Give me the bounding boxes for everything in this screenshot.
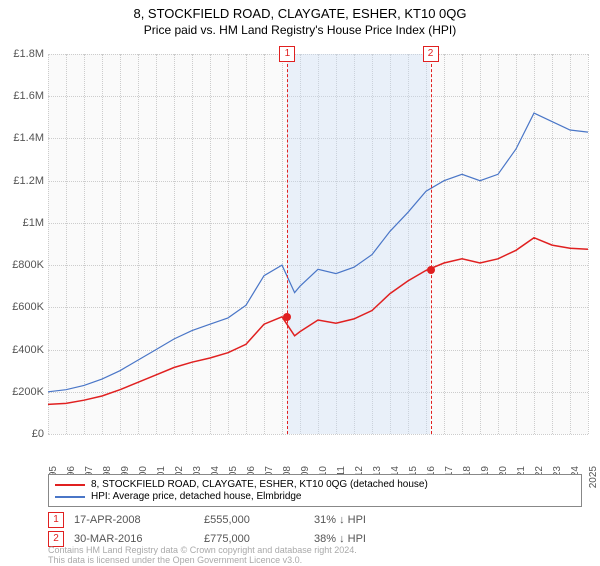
- y-axis-labels: £0£200K£400K£600K£800K£1M£1.2M£1.4M£1.6M…: [0, 54, 46, 434]
- y-tick-label: £1.4M: [0, 132, 44, 144]
- line-plot: [48, 54, 588, 434]
- y-tick-label: £600K: [0, 301, 44, 313]
- legend-item: HPI: Average price, detached house, Elmb…: [55, 491, 575, 502]
- sale-dot: [427, 266, 435, 274]
- chart-title: 8, STOCKFIELD ROAD, CLAYGATE, ESHER, KT1…: [0, 6, 600, 21]
- chart-plot-area: 12: [48, 54, 588, 434]
- sale-date: 17-APR-2008: [74, 514, 204, 526]
- footer-line-2: This data is licensed under the Open Gov…: [48, 556, 357, 566]
- chart-container: 8, STOCKFIELD ROAD, CLAYGATE, ESHER, KT1…: [0, 6, 600, 566]
- y-tick-label: £0: [0, 428, 44, 440]
- legend: 8, STOCKFIELD ROAD, CLAYGATE, ESHER, KT1…: [48, 474, 582, 507]
- y-tick-label: £1.2M: [0, 175, 44, 187]
- sale-marker: 2: [423, 46, 439, 62]
- sale-data-row: 1 17-APR-2008£555,00031% ↓ HPI: [48, 512, 366, 528]
- x-axis-labels: 1995199619971998199920002001200220032004…: [48, 438, 588, 468]
- y-tick-label: £400K: [0, 344, 44, 356]
- sale-marker: 1: [279, 46, 295, 62]
- y-tick-label: £800K: [0, 259, 44, 271]
- series-hpi: [48, 113, 588, 392]
- legend-label: HPI: Average price, detached house, Elmb…: [91, 491, 302, 502]
- sale-row-marker: 1: [48, 512, 64, 528]
- y-tick-label: £1.8M: [0, 48, 44, 60]
- series-property: [48, 238, 588, 405]
- y-tick-label: £1M: [0, 217, 44, 229]
- sale-price: £555,000: [204, 514, 314, 526]
- chart-subtitle: Price paid vs. HM Land Registry's House …: [0, 23, 600, 37]
- sale-dot: [283, 313, 291, 321]
- y-tick-label: £200K: [0, 386, 44, 398]
- sale-delta: 31% ↓ HPI: [314, 514, 366, 526]
- x-tick-label: 2025: [588, 466, 599, 488]
- sale-price: £775,000: [204, 533, 314, 545]
- y-tick-label: £1.6M: [0, 90, 44, 102]
- legend-item: 8, STOCKFIELD ROAD, CLAYGATE, ESHER, KT1…: [55, 479, 575, 490]
- footer: Contains HM Land Registry data © Crown c…: [48, 546, 357, 566]
- sale-delta: 38% ↓ HPI: [314, 533, 366, 545]
- legend-label: 8, STOCKFIELD ROAD, CLAYGATE, ESHER, KT1…: [91, 479, 428, 490]
- sale-date: 30-MAR-2016: [74, 533, 204, 545]
